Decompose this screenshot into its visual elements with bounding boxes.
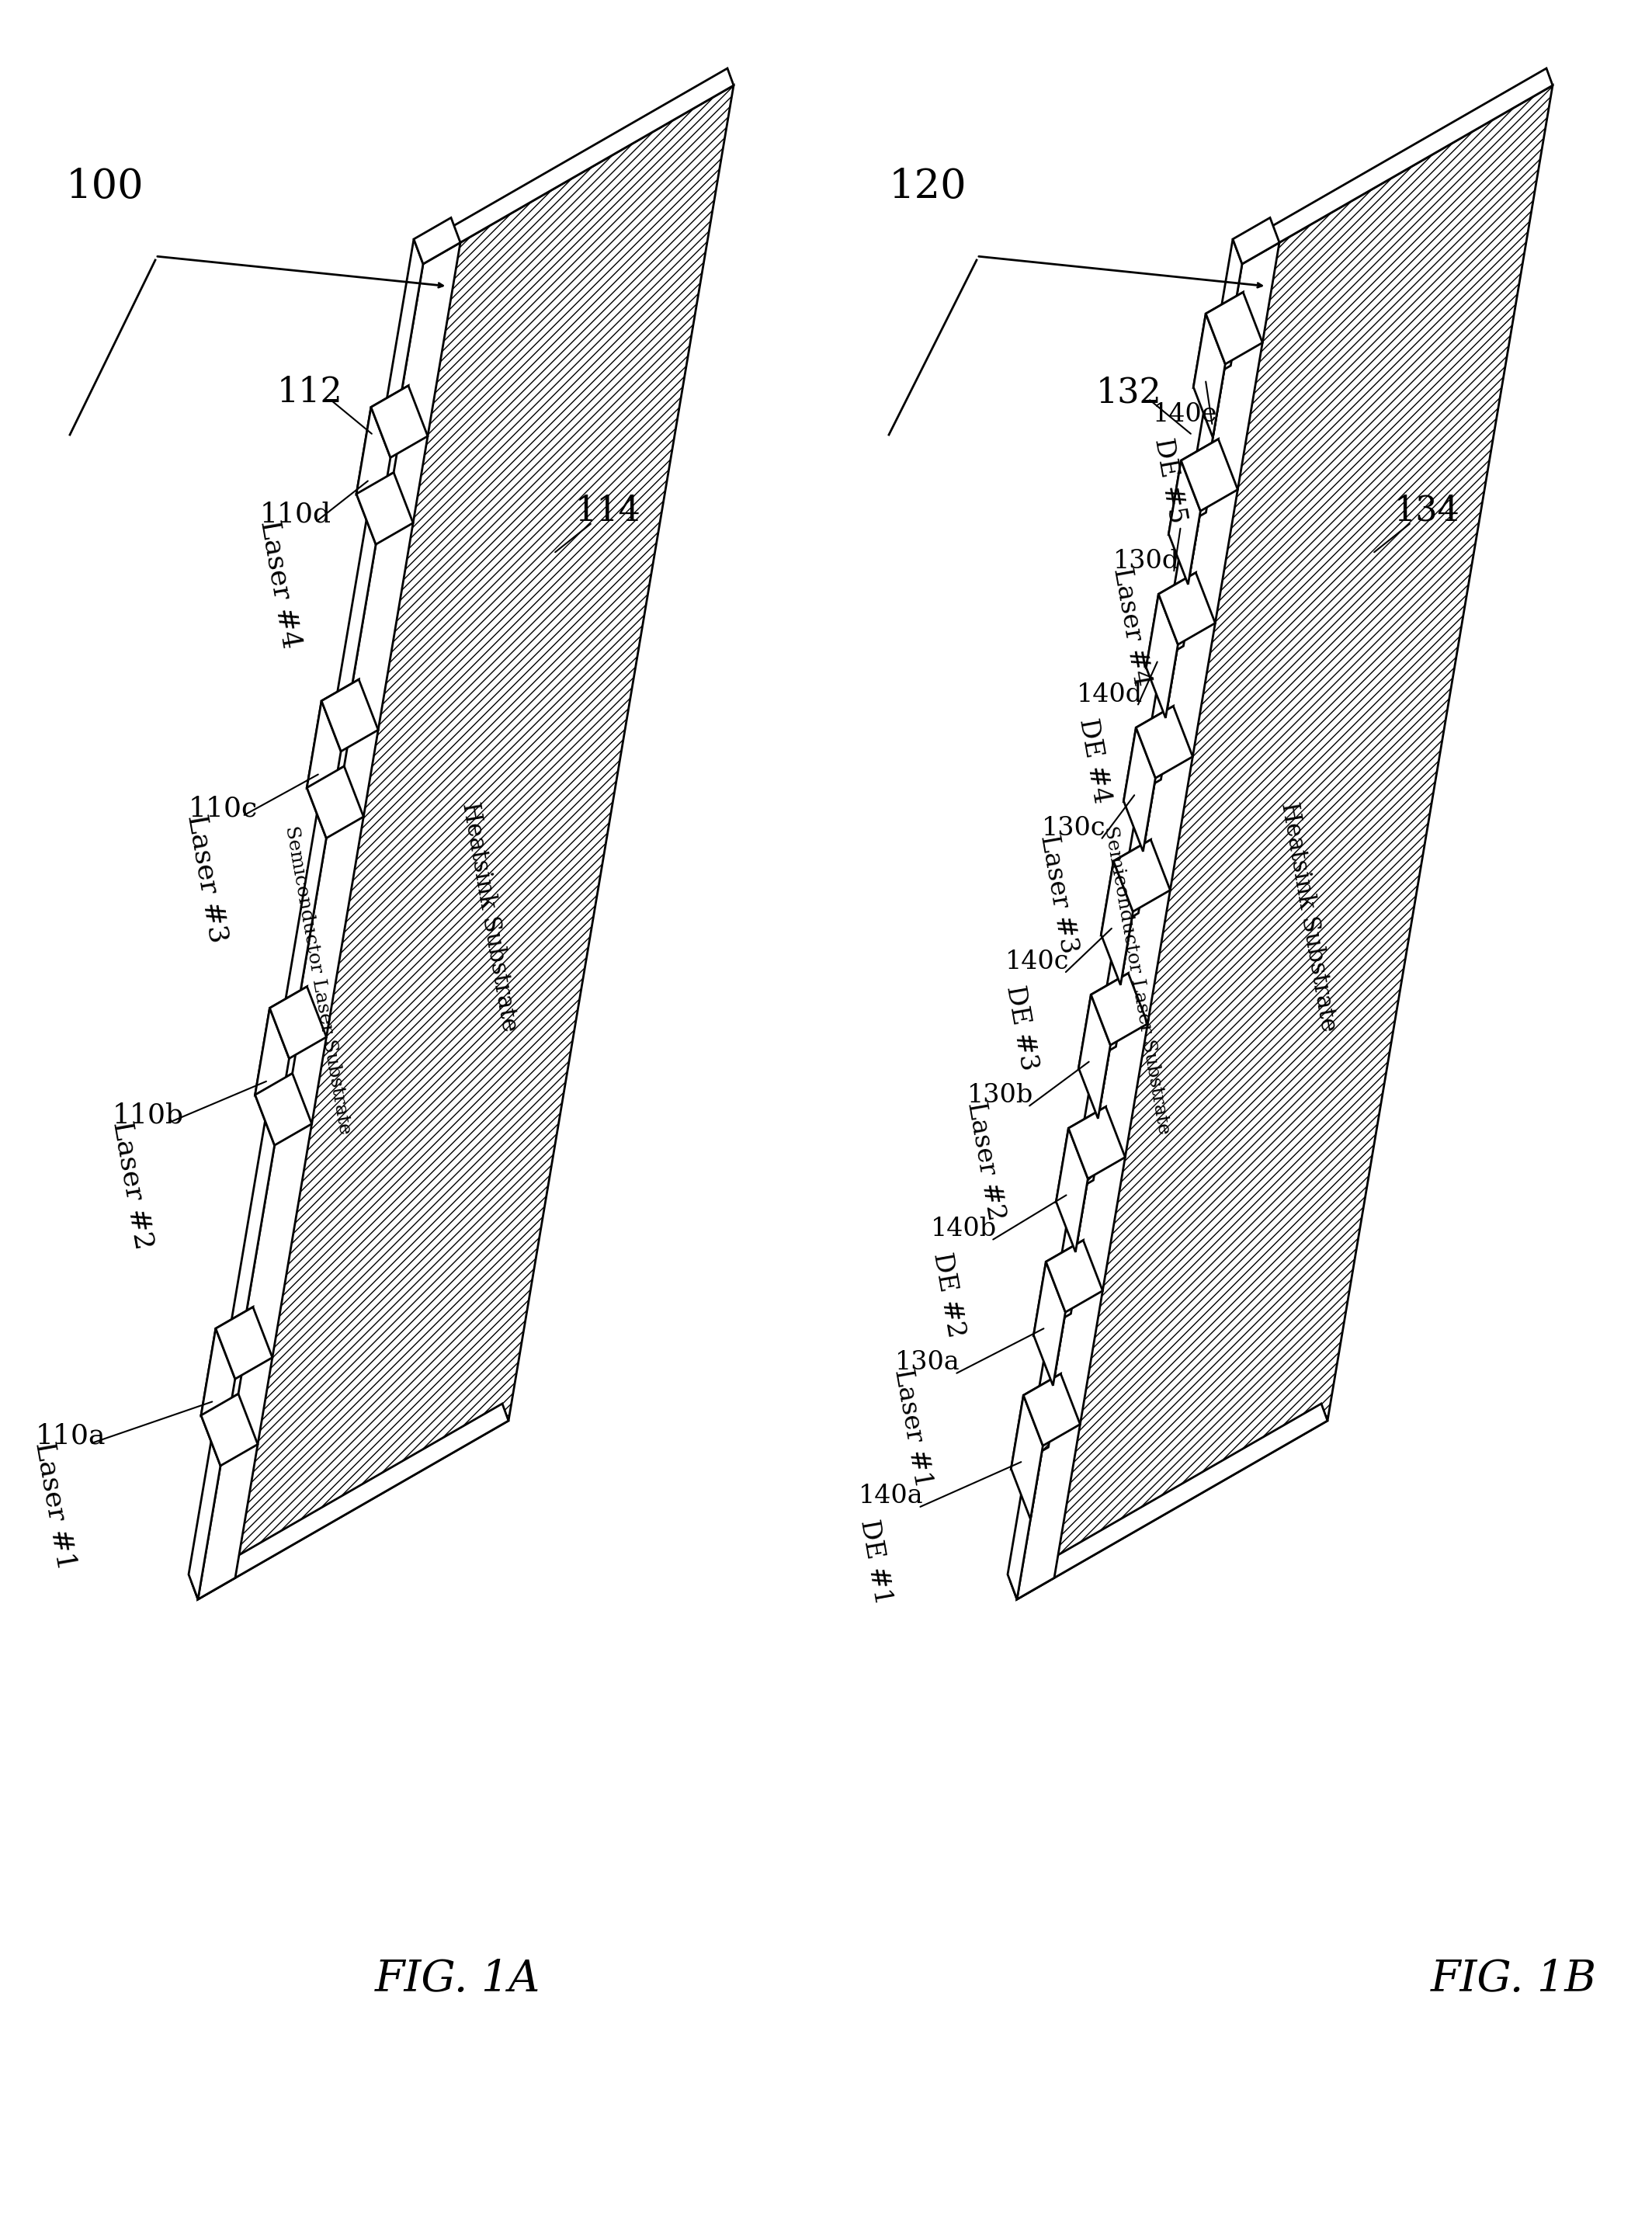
Polygon shape [1146, 593, 1178, 719]
Polygon shape [1181, 439, 1237, 510]
Polygon shape [1018, 242, 1279, 1599]
Polygon shape [269, 987, 327, 1059]
Polygon shape [1046, 1240, 1102, 1312]
Text: Laser #2: Laser #2 [107, 1120, 157, 1252]
Polygon shape [1008, 240, 1242, 1599]
Text: FIG. 1B: FIG. 1B [1431, 1959, 1597, 2002]
Text: 134: 134 [1394, 495, 1460, 528]
Text: Heatsink Substrate: Heatsink Substrate [458, 799, 522, 1034]
Text: Laser #2: Laser #2 [963, 1099, 1008, 1222]
Polygon shape [1056, 1128, 1089, 1252]
Polygon shape [322, 678, 378, 752]
Polygon shape [1011, 246, 1242, 1599]
Text: 140a: 140a [859, 1484, 923, 1509]
Text: 110a: 110a [35, 1422, 106, 1449]
Text: 114: 114 [575, 495, 641, 528]
Polygon shape [1137, 705, 1193, 779]
Text: DE #3: DE #3 [1001, 983, 1041, 1072]
Polygon shape [1034, 1240, 1084, 1334]
Text: Semiconductor Laser Substrate: Semiconductor Laser Substrate [281, 824, 354, 1135]
Polygon shape [357, 407, 390, 544]
Text: Heatsink Substrate: Heatsink Substrate [1277, 799, 1340, 1034]
Polygon shape [1102, 862, 1133, 985]
Text: 130d: 130d [1113, 549, 1180, 573]
Polygon shape [1034, 1263, 1066, 1386]
Polygon shape [198, 85, 733, 1599]
Text: DE #5: DE #5 [1150, 437, 1189, 524]
Polygon shape [254, 987, 307, 1095]
Text: Semiconductor Laser Substrate: Semiconductor Laser Substrate [1100, 824, 1173, 1135]
Polygon shape [1146, 573, 1196, 667]
Polygon shape [1069, 1106, 1125, 1178]
Polygon shape [198, 242, 461, 1599]
Polygon shape [202, 1328, 235, 1467]
Text: 130c: 130c [1041, 815, 1105, 842]
Polygon shape [1232, 217, 1279, 264]
Text: 140c: 140c [1004, 949, 1069, 974]
Polygon shape [1079, 974, 1128, 1068]
Text: 140e: 140e [1153, 403, 1218, 428]
Polygon shape [1123, 705, 1173, 802]
Polygon shape [1090, 974, 1148, 1046]
Polygon shape [1024, 1375, 1080, 1446]
Polygon shape [202, 1395, 258, 1467]
Polygon shape [254, 1008, 289, 1146]
Text: 140b: 140b [932, 1216, 998, 1240]
Text: DE #4: DE #4 [1075, 716, 1113, 806]
Text: Laser #3: Laser #3 [183, 813, 231, 945]
Text: 140d: 140d [1077, 683, 1143, 708]
Polygon shape [1011, 1375, 1061, 1469]
Text: 110c: 110c [188, 795, 258, 822]
Polygon shape [254, 1072, 312, 1146]
Polygon shape [1168, 439, 1218, 533]
Polygon shape [372, 385, 428, 457]
Polygon shape [192, 1404, 509, 1599]
Polygon shape [1011, 1404, 1328, 1599]
Text: Laser #1: Laser #1 [889, 1368, 935, 1489]
Polygon shape [357, 385, 408, 495]
Polygon shape [307, 766, 363, 837]
Text: 130b: 130b [968, 1084, 1034, 1108]
Polygon shape [1056, 1106, 1105, 1202]
Text: 112: 112 [278, 376, 342, 410]
Polygon shape [1123, 728, 1155, 851]
Text: 120: 120 [889, 166, 966, 206]
Text: 110d: 110d [259, 502, 332, 528]
Polygon shape [1011, 1395, 1042, 1520]
Polygon shape [1079, 994, 1110, 1120]
Polygon shape [1206, 293, 1262, 365]
Text: 100: 100 [66, 166, 144, 206]
Polygon shape [216, 1308, 273, 1379]
Polygon shape [1102, 840, 1151, 934]
Text: Laser #1: Laser #1 [31, 1440, 79, 1572]
Polygon shape [202, 1308, 253, 1415]
Polygon shape [1193, 313, 1226, 437]
Polygon shape [413, 217, 461, 264]
Text: DE #1: DE #1 [856, 1518, 895, 1608]
Polygon shape [416, 69, 733, 264]
Text: DE #2: DE #2 [928, 1249, 968, 1339]
Text: Laser #4: Laser #4 [256, 517, 304, 652]
Polygon shape [1113, 840, 1170, 911]
Text: Laser #3: Laser #3 [1036, 833, 1080, 956]
Polygon shape [1158, 573, 1216, 645]
Polygon shape [1168, 461, 1201, 584]
Text: FIG. 1A: FIG. 1A [375, 1959, 540, 2002]
Polygon shape [307, 678, 358, 788]
Text: 110b: 110b [112, 1102, 183, 1128]
Polygon shape [357, 472, 413, 544]
Polygon shape [1236, 69, 1553, 264]
Text: 130a: 130a [895, 1350, 960, 1375]
Polygon shape [192, 246, 423, 1599]
Text: Laser #4: Laser #4 [1108, 566, 1153, 690]
Polygon shape [1018, 85, 1553, 1599]
Polygon shape [188, 240, 423, 1599]
Polygon shape [307, 701, 340, 837]
Polygon shape [1193, 293, 1242, 387]
Text: 132: 132 [1095, 376, 1161, 410]
